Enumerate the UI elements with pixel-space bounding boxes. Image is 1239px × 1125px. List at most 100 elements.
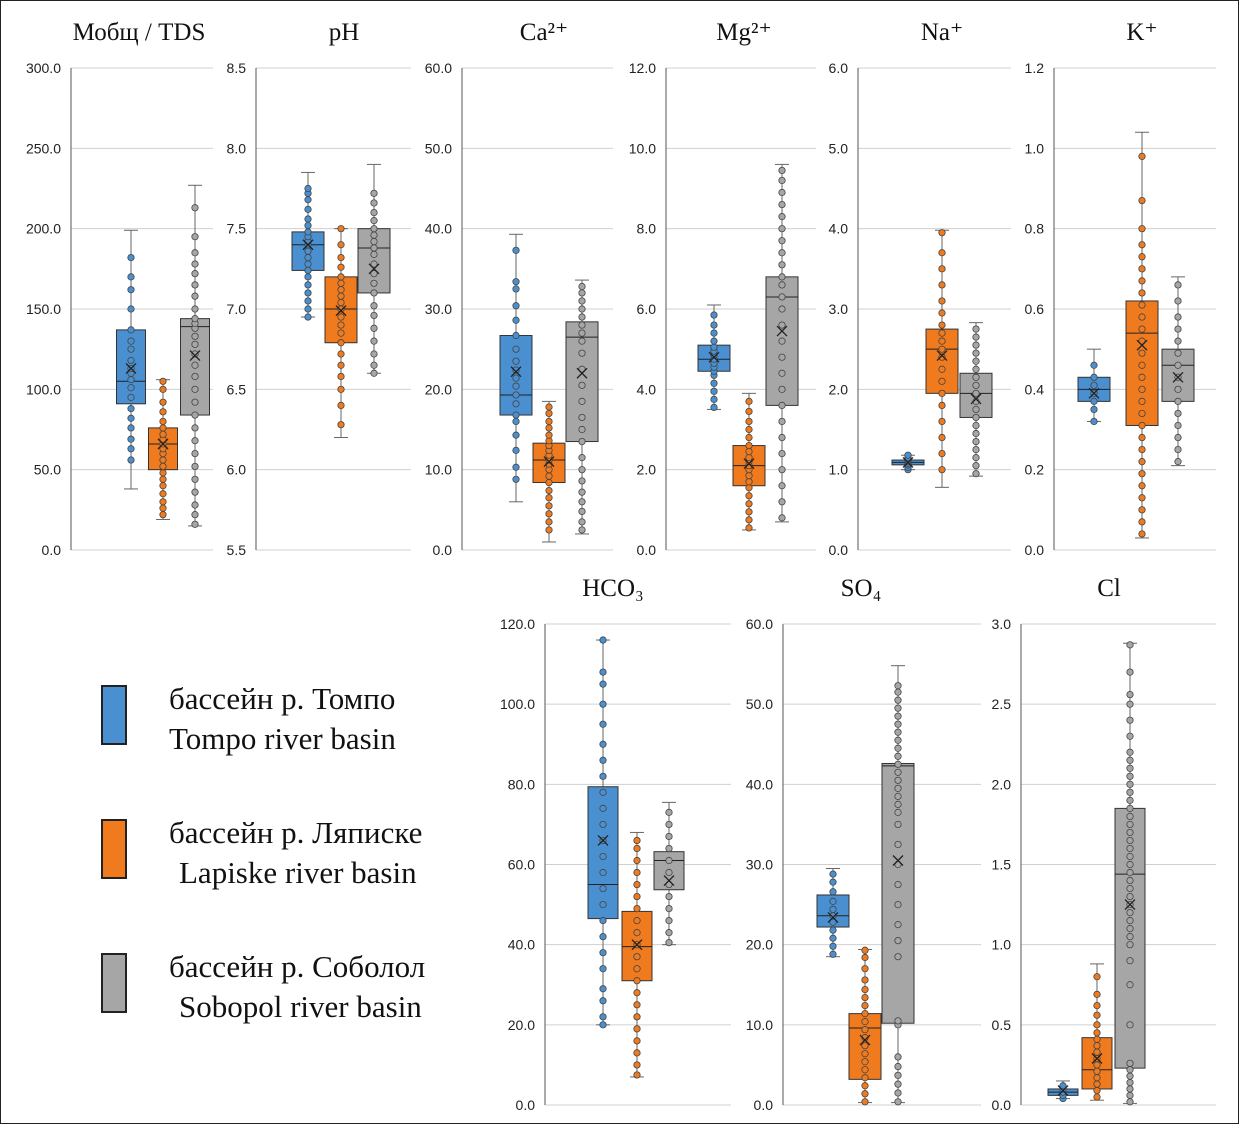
- box-lapiske: [732, 392, 766, 532]
- data-point: [127, 405, 135, 413]
- chart-title: Mg²⁺: [716, 19, 771, 46]
- data-point: [1093, 1093, 1101, 1101]
- data-point: [1126, 1066, 1134, 1074]
- legend-swatch-sobopol: [101, 953, 127, 1013]
- data-point: [370, 199, 378, 207]
- data-point: [191, 292, 199, 300]
- box-lapiske: [148, 377, 178, 520]
- data-point: [545, 502, 553, 510]
- data-point: [1093, 990, 1101, 998]
- data-point: [127, 337, 135, 345]
- data-point: [1138, 494, 1146, 502]
- data-point: [829, 870, 837, 878]
- data-point: [578, 488, 586, 496]
- data-point: [370, 279, 378, 287]
- data-point: [665, 808, 673, 816]
- data-point: [599, 772, 607, 780]
- data-point: [337, 279, 345, 287]
- legend-label-en: Tompo river basin: [169, 721, 396, 756]
- data-point: [1126, 820, 1134, 829]
- legend-item-sobopol: бассейн р. Соболол Sobopol river basin: [101, 947, 501, 1024]
- tick-label: 1.2: [1025, 60, 1045, 76]
- data-point: [1126, 860, 1134, 869]
- data-point: [191, 361, 199, 369]
- data-point: [861, 1042, 869, 1050]
- data-point: [745, 433, 753, 442]
- data-point: [778, 213, 786, 221]
- data-point: [159, 398, 167, 406]
- data-point: [745, 524, 753, 532]
- mean-marker: [892, 855, 904, 866]
- legend-item-tompo: бассейн р. Томпо Tompo river basin: [101, 679, 501, 756]
- tick-label: 100.0: [500, 696, 535, 712]
- data-point: [904, 451, 912, 459]
- data-point: [665, 917, 673, 925]
- data-point: [127, 393, 135, 401]
- mean-marker: [1124, 899, 1136, 911]
- data-point: [512, 246, 520, 254]
- data-point: [633, 904, 641, 913]
- data-point: [1093, 1086, 1101, 1095]
- data-point: [1138, 313, 1146, 321]
- box-tompo: [891, 451, 925, 474]
- data-point: [1093, 1067, 1101, 1075]
- data-point: [578, 289, 586, 297]
- tick-label: 12.0: [629, 60, 656, 76]
- data-point: [633, 844, 641, 853]
- chart-title: Мобщ / TDS: [73, 19, 206, 46]
- tick-label: 3.0: [829, 301, 849, 317]
- data-point: [127, 376, 135, 384]
- data-point: [370, 270, 378, 278]
- mean-marker: [1091, 1053, 1103, 1064]
- data-point: [304, 281, 312, 289]
- tick-label: 100.0: [26, 381, 61, 397]
- data-point: [337, 385, 345, 393]
- data-point: [972, 357, 980, 365]
- data-point: [304, 260, 312, 268]
- data-point: [972, 454, 980, 462]
- tick-label: 50.0: [746, 696, 773, 712]
- data-point: [512, 285, 520, 293]
- data-point: [599, 884, 607, 893]
- mean-marker: [125, 362, 137, 374]
- box-tompo: [587, 636, 619, 1029]
- mean-marker: [827, 911, 839, 923]
- data-point: [578, 337, 586, 345]
- data-point: [545, 526, 553, 534]
- data-point: [337, 313, 345, 321]
- data-point: [1138, 385, 1146, 393]
- mean-marker: [1057, 1085, 1069, 1097]
- chart-title: HCO₃: [582, 575, 644, 602]
- data-point: [578, 466, 586, 474]
- data-point: [972, 445, 980, 454]
- data-point: [512, 382, 520, 390]
- data-point: [710, 387, 718, 395]
- data-point: [633, 856, 641, 865]
- data-point: [159, 417, 167, 426]
- data-point: [159, 456, 167, 464]
- tick-label: 6.5: [227, 381, 247, 397]
- data-point: [1093, 973, 1101, 981]
- data-point: [159, 385, 167, 393]
- data-point: [304, 289, 312, 297]
- data-point: [894, 720, 902, 728]
- data-point: [578, 518, 586, 526]
- data-point: [894, 1017, 902, 1025]
- legend-label-ru: бассейн р. Соболол: [169, 949, 426, 984]
- box-sobopol: [765, 163, 799, 523]
- mean-marker: [970, 393, 982, 405]
- data-point: [191, 340, 199, 348]
- data-point: [1126, 925, 1134, 933]
- tick-label: 2.0: [637, 462, 657, 478]
- data-point: [512, 391, 520, 399]
- data-point: [894, 808, 902, 816]
- data-point: [159, 462, 167, 471]
- data-point: [972, 381, 980, 389]
- legend-label-ru: бассейн р. Ляписке: [169, 815, 423, 850]
- data-point: [599, 900, 607, 909]
- data-point: [633, 1071, 641, 1079]
- mean-marker: [189, 350, 201, 362]
- data-point: [1126, 1091, 1134, 1099]
- data-point: [745, 397, 753, 405]
